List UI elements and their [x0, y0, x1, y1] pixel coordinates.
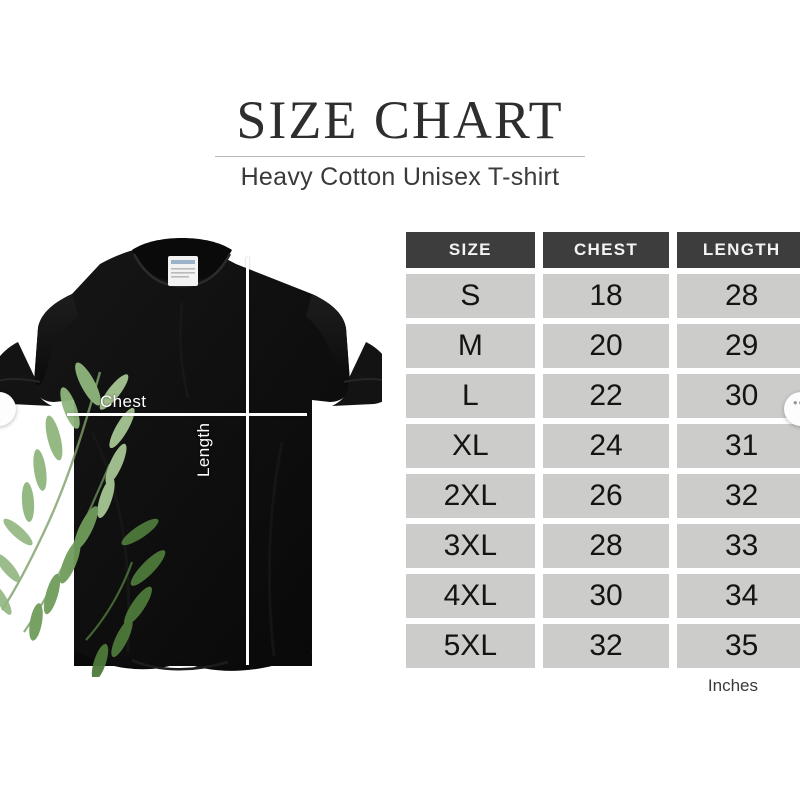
size-table: SIZE CHEST LENGTH S 18 28 M 20 29 L 22 3… [406, 232, 800, 674]
title-divider [215, 155, 585, 157]
cell-chest: 22 [542, 374, 670, 418]
cell-length: 30 [677, 374, 800, 418]
carousel-next-button[interactable]: ••• [784, 392, 800, 426]
cell-chest: 28 [542, 524, 670, 568]
cell-chest: 26 [542, 474, 670, 518]
table-row: 4XL 30 34 [406, 574, 800, 618]
table-row: 5XL 32 35 [406, 624, 800, 668]
page-title: SIZE CHART [236, 90, 564, 150]
cell-length: 35 [677, 624, 800, 668]
page-subtitle: Heavy Cotton Unisex T-shirt [240, 162, 560, 191]
chest-measure-line [67, 413, 307, 416]
cell-length: 32 [677, 474, 800, 518]
cell-size: 5XL [406, 624, 535, 668]
cell-size: XL [406, 424, 535, 468]
cell-chest: 30 [542, 574, 670, 618]
length-measure-line [246, 257, 249, 665]
cell-chest: 20 [542, 324, 670, 368]
cell-size: 3XL [406, 524, 535, 568]
column-header-size: SIZE [406, 232, 535, 268]
column-header-chest: CHEST [542, 232, 670, 268]
units-label: Inches [707, 676, 758, 695]
cell-length: 34 [677, 574, 800, 618]
cell-chest: 32 [542, 624, 670, 668]
more-options-icon: ••• [793, 395, 800, 410]
eucalyptus-decoration [0, 362, 166, 677]
column-header-length: LENGTH [677, 232, 800, 268]
cell-chest: 18 [542, 274, 670, 318]
table-row: XL 24 31 [406, 424, 800, 468]
tshirt-icon [0, 238, 382, 677]
table-row: M 20 29 [406, 324, 800, 368]
cell-size: S [406, 274, 535, 318]
table-row: 3XL 28 33 [406, 524, 800, 568]
cell-size: L [406, 374, 535, 418]
cell-size: 4XL [406, 574, 535, 618]
tshirt-illustration: Chest Length [0, 232, 382, 677]
cell-length: 29 [677, 324, 800, 368]
carousel-prev-button[interactable] [0, 392, 16, 426]
cell-length: 28 [677, 274, 800, 318]
cell-length: 33 [677, 524, 800, 568]
cell-size: 2XL [406, 474, 535, 518]
table-row: S 18 28 [406, 274, 800, 318]
chest-measure-label: Chest [100, 392, 147, 411]
cell-size: M [406, 324, 535, 368]
cell-length: 31 [677, 424, 800, 468]
table-header-row: SIZE CHEST LENGTH [406, 232, 800, 268]
header: SIZE CHART Heavy Cotton Unisex T-shirt [0, 92, 800, 192]
cell-chest: 24 [542, 424, 670, 468]
table-row: L 22 30 [406, 374, 800, 418]
table-row: 2XL 26 32 [406, 474, 800, 518]
length-measure-label: Length [194, 422, 213, 477]
